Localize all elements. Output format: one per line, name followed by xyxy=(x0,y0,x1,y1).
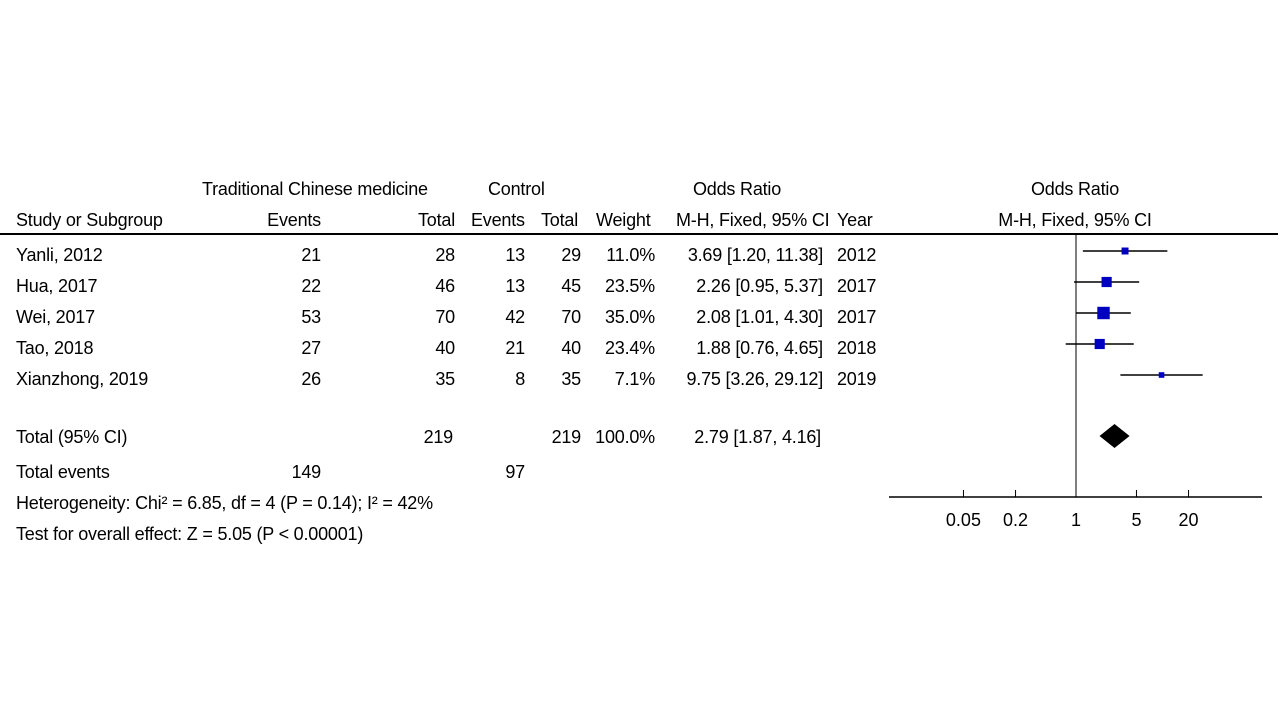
total-label: Total (95% CI) xyxy=(16,427,128,447)
odds-ratio-ci: 2.08 [1.01, 4.30] xyxy=(696,307,823,327)
tcm-events: 26 xyxy=(301,369,321,389)
header-study: Study or Subgroup xyxy=(16,210,163,230)
tcm-total: 28 xyxy=(435,245,455,265)
overall-effect-text: Test for overall effect: Z = 5.05 (P < 0… xyxy=(16,524,364,544)
control-total: 35 xyxy=(561,369,581,389)
study-name: Wei, 2017 xyxy=(16,307,95,327)
study-name: Yanli, 2012 xyxy=(16,245,103,265)
header-separator xyxy=(0,233,1278,235)
header-control-total: Total xyxy=(541,210,579,230)
study-point-estimate xyxy=(1094,338,1105,350)
x-axis-tick-label: 0.05 xyxy=(946,510,981,530)
year: 2012 xyxy=(837,245,877,265)
tcm-total: 40 xyxy=(435,338,455,358)
study-point-estimate xyxy=(1101,276,1112,288)
study-point-estimate xyxy=(1097,306,1110,320)
total-events-control: 97 xyxy=(505,462,525,482)
odds-ratio-ci: 2.26 [0.95, 5.37] xyxy=(696,276,823,296)
x-axis-tick-label: 1 xyxy=(1071,510,1081,530)
study-name: Hua, 2017 xyxy=(16,276,98,296)
total-odds-ratio-ci: 2.79 [1.87, 4.16] xyxy=(694,427,821,447)
x-axis-tick-label: 20 xyxy=(1179,510,1199,530)
header-tcm-events: Events xyxy=(267,210,321,230)
heterogeneity-text: Heterogeneity: Chi² = 6.85, df = 4 (P = … xyxy=(16,493,433,513)
weight: 23.4% xyxy=(604,338,655,358)
study-name: Tao, 2018 xyxy=(16,338,94,358)
total-control: 219 xyxy=(551,427,582,447)
year: 2017 xyxy=(837,276,877,296)
control-total: 40 xyxy=(561,338,581,358)
header-control-group: Control xyxy=(488,179,545,199)
total-events-tcm: 149 xyxy=(291,462,322,482)
control-total: 70 xyxy=(561,307,581,327)
weight: 7.1% xyxy=(614,369,655,389)
x-axis-tick-label: 0.2 xyxy=(1003,510,1028,530)
header-weight: Weight xyxy=(596,210,651,230)
tcm-events: 53 xyxy=(301,307,321,327)
total-tcm: 219 xyxy=(423,427,454,447)
tcm-total: 70 xyxy=(435,307,455,327)
total-events-label: Total events xyxy=(16,462,110,482)
header-odds-ratio-plot: Odds Ratio xyxy=(1030,179,1120,199)
header-control-events: Events xyxy=(471,210,525,230)
year: 2019 xyxy=(837,369,877,389)
header-method-plot: M-H, Fixed, 95% CI xyxy=(998,210,1152,230)
odds-ratio-ci: 3.69 [1.20, 11.38] xyxy=(687,245,823,265)
year: 2017 xyxy=(837,307,877,327)
odds-ratio-ci: 9.75 [3.26, 29.12] xyxy=(686,369,823,389)
x-axis-tick-label: 5 xyxy=(1131,510,1141,530)
weight: 11.0% xyxy=(606,245,655,265)
control-events: 13 xyxy=(505,245,525,265)
header-tcm-group: Traditional Chinese medicine xyxy=(202,179,428,199)
control-events: 42 xyxy=(505,307,525,327)
total-weight: 100.0% xyxy=(595,427,655,447)
header-year: Year xyxy=(837,210,873,230)
tcm-events: 21 xyxy=(301,245,321,265)
header-method-table: M-H, Fixed, 95% CI xyxy=(676,210,830,230)
odds-ratio-ci: 1.88 [0.76, 4.65] xyxy=(696,338,823,358)
control-total: 29 xyxy=(561,245,581,265)
control-events: 13 xyxy=(505,276,525,296)
weight: 35.0% xyxy=(604,307,655,327)
summary-diamond xyxy=(1099,424,1130,448)
study-name: Xianzhong, 2019 xyxy=(16,369,149,389)
header-tcm-total: Total xyxy=(417,210,455,230)
tcm-total: 46 xyxy=(435,276,455,296)
tcm-events: 27 xyxy=(301,338,321,358)
year: 2018 xyxy=(837,338,877,358)
weight: 23.5% xyxy=(604,276,655,296)
tcm-total: 35 xyxy=(435,369,455,389)
study-point-estimate xyxy=(1158,372,1165,378)
tcm-events: 22 xyxy=(301,276,321,296)
control-events: 8 xyxy=(515,369,525,389)
study-point-estimate xyxy=(1121,247,1129,255)
header-odds-ratio-table: Odds Ratio xyxy=(693,179,782,199)
control-events: 21 xyxy=(505,338,525,358)
control-total: 45 xyxy=(561,276,581,296)
